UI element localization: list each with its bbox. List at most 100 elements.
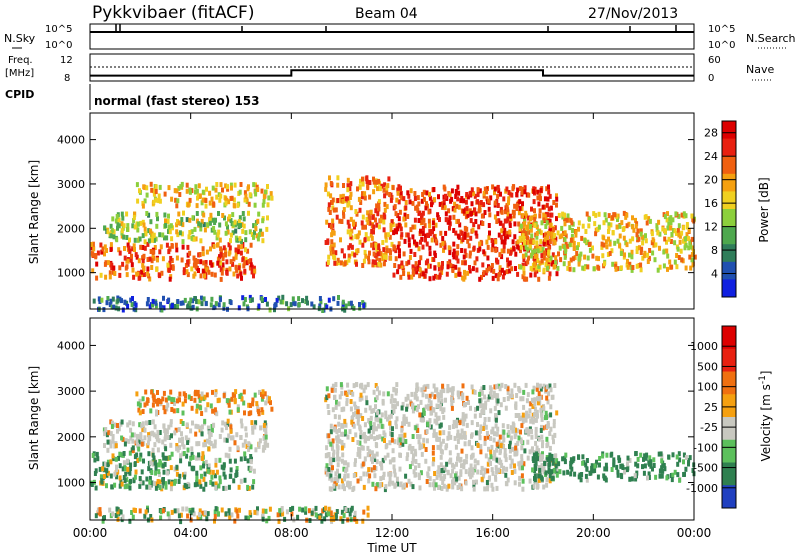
heatmap-cell-3 [545,395,549,401]
heatmap-cell-5 [186,513,190,519]
heatmap-cell-3 [525,413,529,419]
heatmap-cell-4 [507,190,511,195]
heatmap-cell-3 [490,467,494,473]
heatmap-cell-4 [525,213,529,219]
heatmap-cell-3 [382,219,386,225]
heatmap-cell-1 [126,422,130,428]
heatmap-cell-6 [273,307,276,313]
heatmap-cell-5 [656,230,660,236]
heatmap-cell-2 [236,407,240,413]
heatmap-cell-2 [157,397,160,403]
heatmap-cell-3 [398,452,402,458]
heatmap-cell-6 [249,298,253,303]
heatmap-cell-1 [150,237,154,243]
heatmap-cell-2 [169,389,173,395]
heatmap-cell-6 [105,300,109,306]
heatmap-cell-0 [183,474,187,480]
heatmap-cell-2 [154,184,158,190]
heatmap-cell-2 [255,401,259,407]
heatmap-cell-4 [520,190,524,196]
heatmap-cell-0 [143,245,147,251]
heatmap-cell-4 [414,205,418,211]
heatmap-cell-4 [577,454,581,460]
heatmap-cell-5 [542,212,546,218]
heatmap-cell-3 [387,414,391,420]
heatmap-cell-0 [210,474,214,480]
heatmap-cell-3 [439,406,443,412]
heatmap-cell-3 [456,455,460,461]
heatmap-cell-0 [179,458,183,464]
heatmap-cell-4 [439,242,443,248]
heatmap-cell-0 [122,460,126,466]
heatmap-cell-5 [647,216,651,222]
heatmap-cell-0 [214,457,218,463]
heatmap-cell-3 [394,420,398,426]
heatmap-cell-3 [338,427,341,433]
heatmap-cell-2 [227,402,231,408]
heatmap-cell-4 [616,469,620,475]
heatmap-cell-1 [250,420,254,426]
heatmap-cell-3 [445,486,449,492]
heatmap-cell-5 [558,245,562,251]
heatmap-cell-3 [375,451,379,457]
heatmap-cell-3 [429,403,433,409]
heatmap-cell-3 [552,423,556,429]
heatmap-cell-3 [480,390,484,396]
heatmap-cell-4 [485,267,489,273]
heatmap-cell-5 [681,238,685,244]
heatmap-cell-3 [420,387,424,393]
heatmap-cell-3 [445,443,449,449]
heatmap-cell-4 [437,262,441,268]
heatmap-cell-0 [227,242,231,248]
heatmap-cell-3 [375,222,379,228]
heatmap-cell-4 [555,458,559,464]
colorbar-frame [721,120,737,298]
heatmap-cell-0 [153,245,157,250]
heatmap-cell-3 [334,207,338,213]
heatmap-cell-3 [405,406,409,412]
heatmap-cell-2 [222,392,226,398]
heatmap-cell-4 [452,214,456,220]
heatmap-cell-0 [106,260,110,266]
heatmap-cell-5 [637,236,641,242]
heatmap-cell-4 [478,205,481,211]
heatmap-cell-6 [336,300,340,306]
heatmap-cell-1 [112,234,116,240]
heatmap-cell-5 [549,222,553,228]
heatmap-cell-1 [261,447,265,453]
heatmap-cell-3 [495,457,499,463]
heatmap-cell-1 [143,435,147,441]
heatmap-cell-3 [469,474,473,480]
heatmap-cell-3 [398,434,402,440]
heatmap-cell-3 [442,468,446,474]
heatmap-cell-0 [158,459,162,464]
heatmap-cell-3 [352,383,356,389]
heatmap-cell-6 [160,307,164,313]
sky-panel-frame [89,23,695,50]
heatmap-cell-2 [181,401,185,407]
heatmap-cell-1 [173,430,177,436]
heatmap-cell-1 [213,439,217,445]
heatmap-cell-1 [143,239,147,245]
freq-tick-bottom: 8 [64,73,70,84]
heatmap-cell-1 [147,435,151,441]
heatmap-cell-2 [164,397,168,403]
heatmap-cell-5 [558,234,562,240]
heatmap-cell-4 [534,466,538,471]
heatmap-cell-1 [167,424,171,430]
heatmap-cell-5 [538,246,542,252]
heatmap-cell-5 [344,507,348,512]
heatmap-cell-1 [158,232,162,238]
heatmap-cell-4 [537,473,541,479]
heatmap-cell-1 [192,236,196,242]
heatmap-cell-0 [154,485,158,491]
heatmap-cell-0 [185,484,189,490]
heatmap-cell-3 [332,457,336,463]
heatmap-cell-3 [494,465,498,471]
heatmap-cell-4 [419,255,423,261]
heatmap-cell-3 [401,421,405,427]
heatmap-cell-4 [423,223,427,229]
heatmap-cell-5 [607,236,610,242]
heatmap-cell-5 [664,228,667,234]
heatmap-cell-6 [321,308,325,313]
